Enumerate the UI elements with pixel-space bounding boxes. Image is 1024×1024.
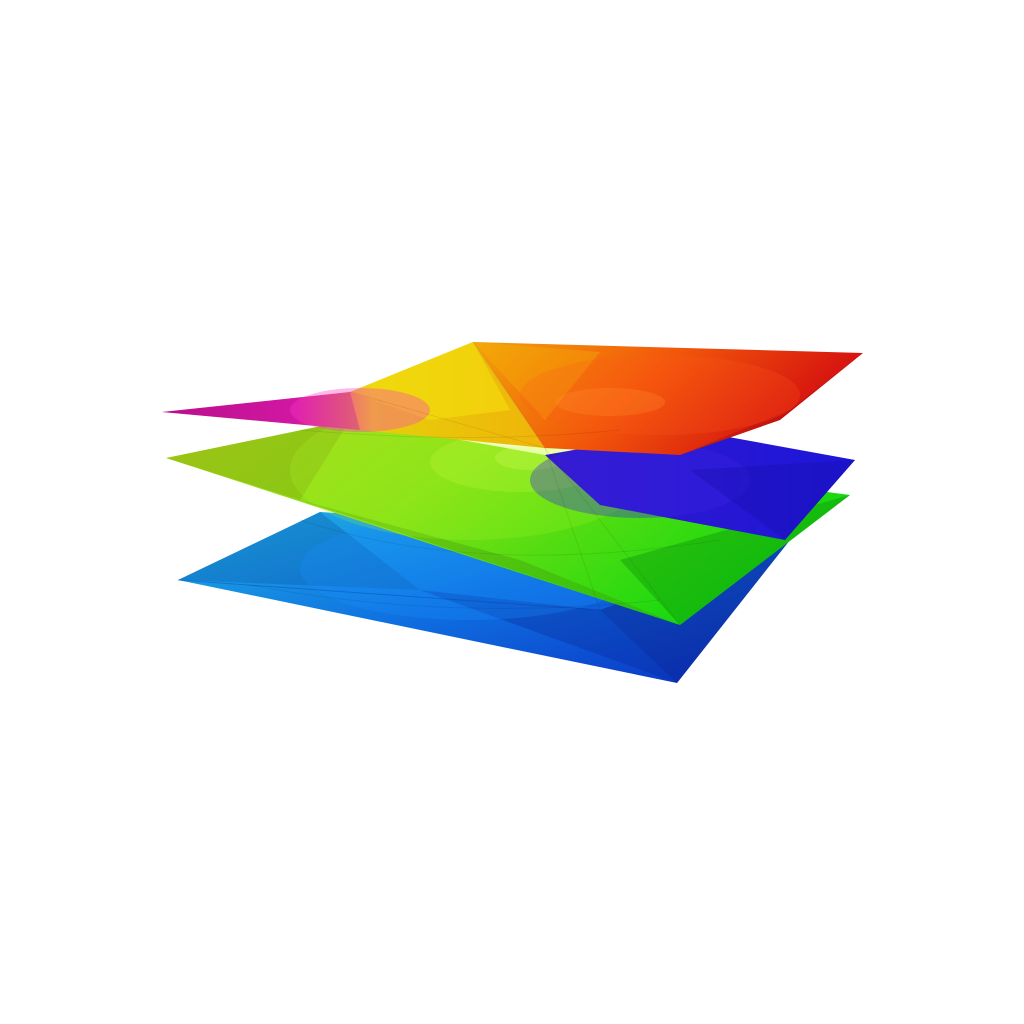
surface-grid-lines (249, 341, 721, 626)
sheet-blue-wing (530, 430, 855, 540)
sheet-top-right (473, 342, 863, 455)
sheet-top-left (162, 342, 545, 448)
